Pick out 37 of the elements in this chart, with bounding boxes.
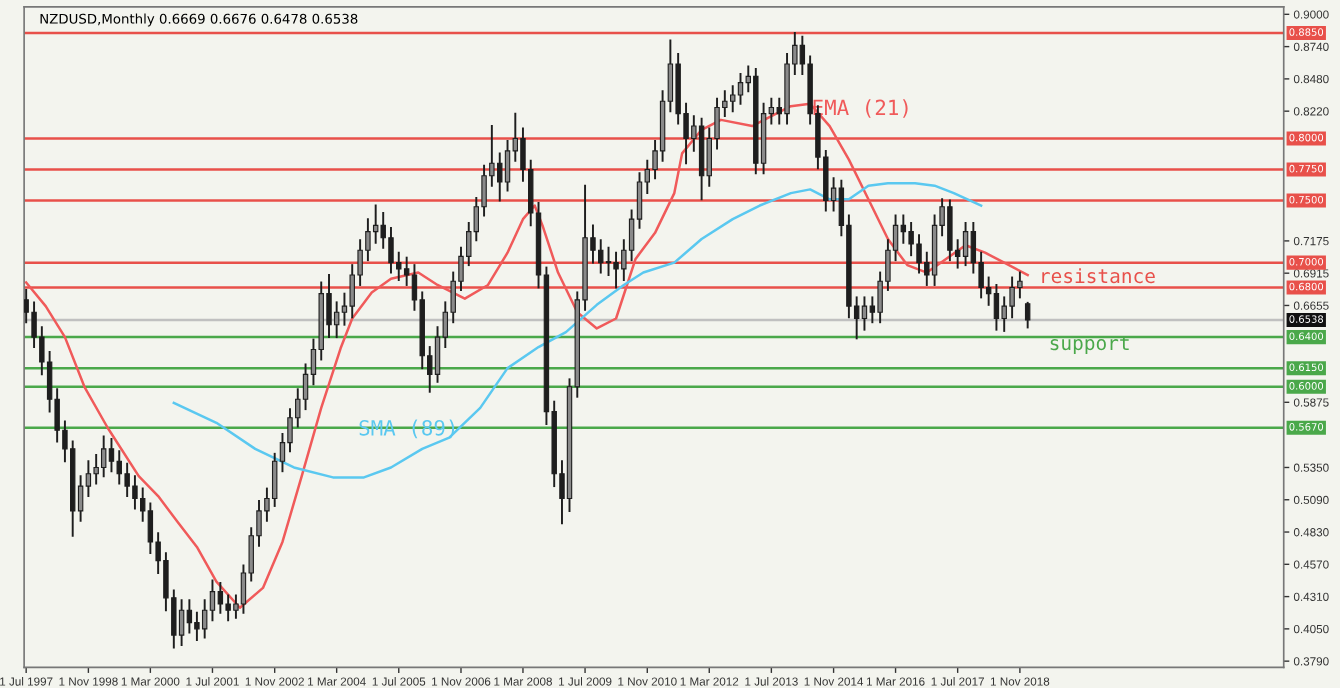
candlestick — [737, 72, 744, 105]
candlestick — [116, 450, 122, 485]
candlestick — [504, 139, 511, 192]
candlestick — [497, 152, 503, 202]
candlestick — [372, 204, 379, 244]
candlestick — [333, 301, 340, 339]
candlestick — [947, 199, 953, 262]
candlestick — [861, 296, 868, 331]
candlestick — [1017, 271, 1023, 299]
candlestick — [217, 581, 224, 614]
candlestick — [605, 246, 612, 277]
candlestick — [908, 221, 914, 257]
candlestick — [388, 226, 394, 274]
candlestick — [201, 599, 208, 639]
candlestick — [1009, 276, 1015, 319]
candlestick — [916, 234, 922, 274]
candlestick — [147, 502, 154, 555]
candlestick — [178, 599, 185, 646]
candlestick — [730, 85, 736, 113]
candlestick — [100, 435, 107, 478]
candlestick — [993, 284, 1000, 331]
candlestick — [132, 475, 138, 510]
candlestick — [124, 462, 130, 497]
candlestick — [613, 251, 619, 289]
candlestick — [209, 579, 216, 622]
line-series — [24, 102, 1029, 610]
annotation: support — [1050, 336, 1129, 355]
candlestick — [962, 221, 969, 267]
candlestick — [598, 239, 604, 274]
candlestick — [900, 214, 907, 244]
candlestick — [93, 454, 99, 485]
candlestick — [1024, 301, 1031, 329]
candlestick — [194, 611, 200, 642]
candlestick — [225, 594, 231, 622]
candlestick — [108, 437, 115, 473]
annotation: resistance — [1042, 268, 1155, 284]
candlestick — [186, 599, 193, 634]
